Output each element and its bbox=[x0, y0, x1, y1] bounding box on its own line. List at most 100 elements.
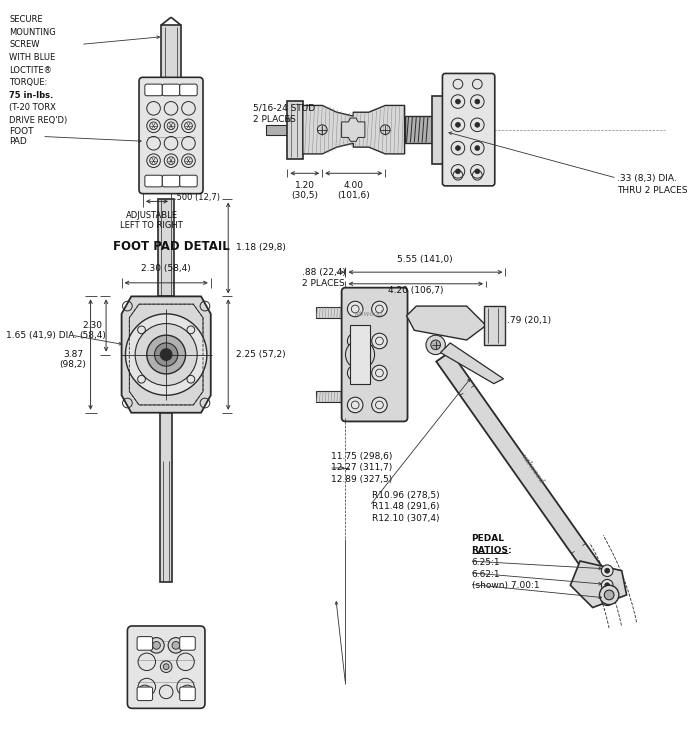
Text: DRIVE REQ'D): DRIVE REQ'D) bbox=[9, 116, 67, 125]
Circle shape bbox=[475, 123, 480, 127]
Circle shape bbox=[605, 568, 610, 573]
Circle shape bbox=[475, 146, 480, 150]
Circle shape bbox=[347, 397, 363, 413]
Bar bbox=[160, 413, 172, 583]
Circle shape bbox=[172, 641, 180, 650]
Circle shape bbox=[346, 340, 375, 369]
Circle shape bbox=[604, 590, 614, 600]
Text: ADJUSTABLE: ADJUSTABLE bbox=[125, 211, 178, 220]
Circle shape bbox=[601, 565, 613, 577]
Circle shape bbox=[456, 99, 461, 104]
Text: 2.30 (58,4): 2.30 (58,4) bbox=[141, 264, 191, 273]
Text: FOOT PAD DETAIL: FOOT PAD DETAIL bbox=[113, 240, 230, 253]
FancyBboxPatch shape bbox=[127, 626, 205, 708]
Text: R12.10 (307,4): R12.10 (307,4) bbox=[372, 514, 439, 523]
Text: SCREW: SCREW bbox=[9, 40, 40, 50]
Circle shape bbox=[347, 333, 363, 349]
Polygon shape bbox=[440, 343, 503, 384]
Text: R10.96 (278,5): R10.96 (278,5) bbox=[372, 490, 440, 500]
Circle shape bbox=[352, 347, 368, 362]
Circle shape bbox=[153, 641, 160, 650]
Circle shape bbox=[456, 146, 461, 150]
Bar bbox=[316, 307, 346, 318]
Text: 6.25:1: 6.25:1 bbox=[472, 558, 500, 567]
Text: 75 in-lbs.: 75 in-lbs. bbox=[9, 91, 53, 100]
Bar bbox=[484, 306, 505, 345]
Bar bbox=[405, 116, 432, 144]
Bar bbox=[316, 391, 346, 402]
Circle shape bbox=[426, 335, 445, 355]
Bar bbox=[432, 96, 445, 164]
Bar bbox=[161, 25, 181, 81]
Text: 4.00: 4.00 bbox=[343, 181, 363, 190]
Circle shape bbox=[475, 169, 480, 174]
Text: (T-20 TORX: (T-20 TORX bbox=[9, 103, 56, 112]
FancyBboxPatch shape bbox=[180, 687, 195, 701]
Circle shape bbox=[147, 335, 186, 374]
FancyBboxPatch shape bbox=[145, 84, 162, 96]
Bar bbox=[350, 325, 370, 384]
Text: 3.87: 3.87 bbox=[63, 350, 83, 359]
Circle shape bbox=[163, 664, 169, 670]
Text: 2 PLACES: 2 PLACES bbox=[253, 115, 296, 124]
Text: 6.62:1: 6.62:1 bbox=[472, 570, 500, 579]
Circle shape bbox=[372, 301, 387, 317]
FancyBboxPatch shape bbox=[139, 77, 203, 193]
Bar bbox=[158, 199, 174, 296]
Text: 1.20: 1.20 bbox=[295, 181, 315, 190]
Text: (58,4): (58,4) bbox=[79, 330, 106, 340]
Circle shape bbox=[605, 583, 610, 588]
FancyBboxPatch shape bbox=[180, 176, 197, 187]
Circle shape bbox=[599, 586, 619, 605]
Circle shape bbox=[456, 169, 461, 174]
Text: wilwood: wilwood bbox=[519, 453, 546, 486]
Text: LEFT TO RIGHT: LEFT TO RIGHT bbox=[120, 221, 183, 230]
Circle shape bbox=[160, 661, 172, 673]
Text: R11.48 (291,6): R11.48 (291,6) bbox=[372, 502, 439, 511]
Polygon shape bbox=[436, 351, 610, 587]
Circle shape bbox=[125, 314, 207, 395]
FancyBboxPatch shape bbox=[137, 637, 153, 650]
Text: (101,6): (101,6) bbox=[337, 190, 370, 199]
Circle shape bbox=[372, 397, 387, 413]
Polygon shape bbox=[570, 561, 626, 608]
Text: 11.75 (298,6): 11.75 (298,6) bbox=[331, 452, 392, 461]
FancyBboxPatch shape bbox=[145, 176, 162, 187]
Circle shape bbox=[347, 365, 363, 381]
Text: .500 (12,7): .500 (12,7) bbox=[174, 193, 220, 202]
Circle shape bbox=[155, 343, 178, 366]
Text: 12.27 (311,7): 12.27 (311,7) bbox=[331, 464, 392, 472]
Bar bbox=[287, 100, 303, 158]
Polygon shape bbox=[407, 306, 486, 340]
Text: 2.30: 2.30 bbox=[83, 321, 102, 330]
Text: 1.65 (41,9) DIA.: 1.65 (41,9) DIA. bbox=[6, 330, 78, 340]
Circle shape bbox=[372, 333, 387, 349]
Circle shape bbox=[372, 365, 387, 381]
Text: 5.55 (141,0): 5.55 (141,0) bbox=[397, 255, 453, 264]
FancyBboxPatch shape bbox=[137, 687, 153, 701]
Bar bbox=[266, 125, 287, 135]
FancyBboxPatch shape bbox=[342, 288, 407, 421]
Text: (98,2): (98,2) bbox=[60, 360, 87, 369]
Text: .88 (22,4): .88 (22,4) bbox=[302, 268, 346, 277]
Polygon shape bbox=[342, 118, 365, 141]
Circle shape bbox=[605, 597, 610, 602]
FancyBboxPatch shape bbox=[162, 176, 180, 187]
FancyBboxPatch shape bbox=[162, 84, 180, 96]
Text: .33 (8,3) DIA.: .33 (8,3) DIA. bbox=[617, 173, 677, 182]
Text: wilwood: wilwood bbox=[354, 310, 383, 318]
Text: (30,5): (30,5) bbox=[291, 190, 318, 199]
Text: SECURE: SECURE bbox=[9, 16, 43, 25]
Circle shape bbox=[601, 594, 613, 606]
Text: (shown) 7.00:1: (shown) 7.00:1 bbox=[472, 581, 539, 591]
Text: .79 (20,1): .79 (20,1) bbox=[508, 316, 552, 325]
Circle shape bbox=[168, 638, 183, 653]
Text: 4.20 (106,7): 4.20 (106,7) bbox=[388, 286, 443, 295]
Polygon shape bbox=[303, 106, 405, 154]
Circle shape bbox=[347, 301, 363, 317]
Circle shape bbox=[135, 324, 197, 385]
FancyBboxPatch shape bbox=[180, 637, 195, 650]
FancyBboxPatch shape bbox=[442, 74, 495, 186]
Text: PEDAL: PEDAL bbox=[472, 534, 505, 543]
Circle shape bbox=[475, 99, 480, 104]
